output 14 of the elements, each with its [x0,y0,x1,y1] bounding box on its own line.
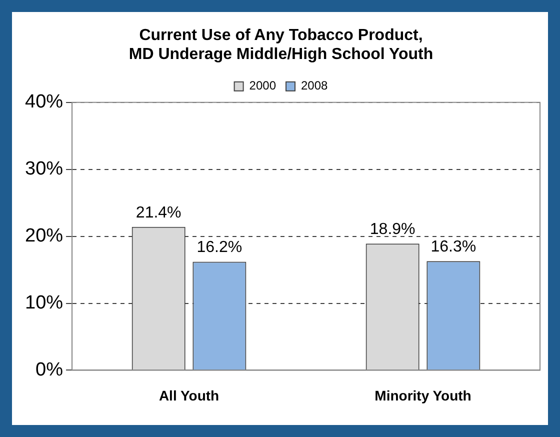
data-label: 16.2% [196,239,242,256]
x-tick-label: Minority Youth [374,387,472,404]
y-tick-label: 40% [24,92,64,113]
y-tick-label: 10% [24,292,64,314]
legend-label: 2000 [249,78,276,93]
data-label: 21.4% [136,204,182,222]
y-tick-label: 20% [24,226,64,247]
x-tick-label: All Youth [158,387,220,404]
legend-label: 2008 [301,78,328,93]
y-tick-label: 0% [36,359,64,380]
chart-title: Current Use of Any Tobacco Product, MD Underage Middle/High School Youth [128,27,434,64]
y-tick-label: 30% [24,158,64,180]
data-label: 18.9% [370,221,416,238]
data-label: 16.3% [430,238,476,256]
